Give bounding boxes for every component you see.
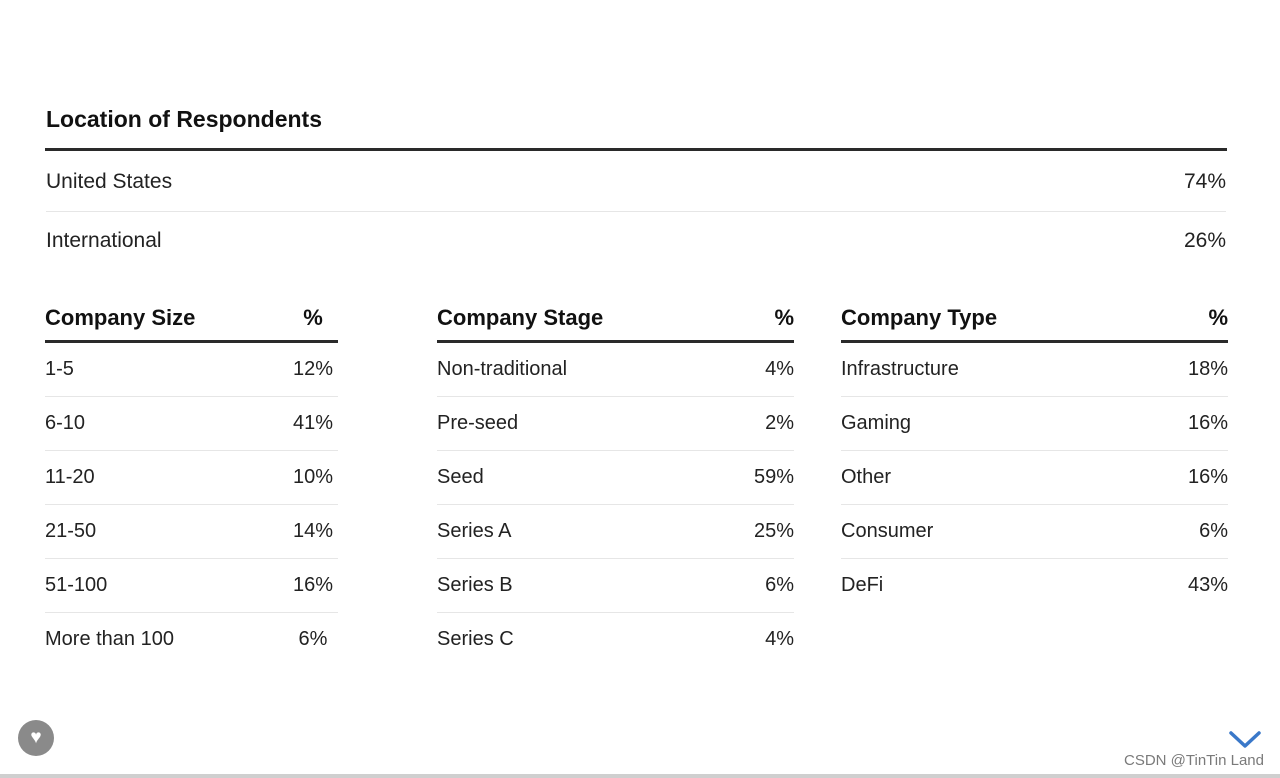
table-row: Non-traditional 4% xyxy=(437,343,794,397)
table-row: 6-10 41% xyxy=(45,397,338,451)
table-row: 11-20 10% xyxy=(45,451,338,505)
chevron-down-icon[interactable] xyxy=(1228,726,1262,752)
location-row-us: United States 74% xyxy=(46,152,1226,212)
table-row: More than 100 6% xyxy=(45,613,338,666)
location-row-international: International 26% xyxy=(46,211,1226,270)
table-row: Pre-seed 2% xyxy=(437,397,794,451)
row-value: 25% xyxy=(753,520,794,542)
table-row: Series A 25% xyxy=(437,505,794,559)
table-row: 1-5 12% xyxy=(45,343,338,397)
table-row: DeFi 43% xyxy=(841,559,1228,612)
row-value: 12% xyxy=(292,358,334,380)
table-row: Gaming 16% xyxy=(841,397,1228,451)
heart-icon: ♥ xyxy=(30,727,42,748)
row-label: DeFi xyxy=(841,574,884,596)
row-value: 6% xyxy=(765,574,794,596)
column-header-percent: % xyxy=(774,305,794,330)
watermark: CSDN @TinTin Land xyxy=(1124,752,1264,769)
location-label: International xyxy=(46,228,162,252)
column-header-percent: % xyxy=(303,305,323,330)
row-value: 10% xyxy=(292,466,334,488)
chevron-stroke xyxy=(1229,731,1261,748)
row-label: Consumer xyxy=(841,520,934,542)
column-header-company-type: Company Type xyxy=(841,305,998,330)
location-value: 74% xyxy=(1183,169,1226,193)
table-row: Infrastructure 18% xyxy=(841,343,1228,397)
table-row: Consumer 6% xyxy=(841,505,1228,559)
table-row: Seed 59% xyxy=(437,451,794,505)
row-label: Infrastructure xyxy=(841,358,959,380)
column-header-company-size: Company Size xyxy=(45,305,196,330)
row-value: 59% xyxy=(753,466,794,488)
company-stage-table: Company Stage % Non-traditional 4% Pre-se… xyxy=(437,296,794,666)
location-title: Location of Respondents xyxy=(46,106,322,132)
row-label: Pre-seed xyxy=(437,412,519,434)
row-value: 16% xyxy=(1187,466,1228,488)
table-row: Series C 4% xyxy=(437,613,794,666)
row-label: 51-100 xyxy=(45,574,108,596)
table-header: Company Stage % xyxy=(437,296,794,343)
table-row: 51-100 16% xyxy=(45,559,338,613)
row-value: 18% xyxy=(1187,358,1228,380)
row-label: 1-5 xyxy=(45,358,74,380)
row-value: 43% xyxy=(1187,574,1228,596)
row-value: 16% xyxy=(1187,412,1228,434)
table-row: 21-50 14% xyxy=(45,505,338,559)
company-type-table: Company Type % Infrastructure 18% Gaming 1… xyxy=(841,296,1228,612)
row-value: 4% xyxy=(765,628,794,650)
row-label: Series C xyxy=(437,628,514,650)
table-header: Company Type % xyxy=(841,296,1228,343)
table-row: Other 16% xyxy=(841,451,1228,505)
like-button[interactable]: ♥ xyxy=(18,720,54,756)
row-value: 4% xyxy=(765,358,794,380)
table-header: Company Size % xyxy=(45,296,338,343)
row-label: Series A xyxy=(437,520,512,542)
location-header-rule xyxy=(45,148,1227,151)
row-label: More than 100 xyxy=(45,628,174,650)
table-row: Series B 6% xyxy=(437,559,794,613)
row-label: 11-20 xyxy=(45,466,95,488)
column-header-company-stage: Company Stage xyxy=(437,305,604,330)
row-value: 2% xyxy=(765,412,794,434)
row-label: Non-traditional xyxy=(437,358,568,380)
company-size-table: Company Size % 1-5 12% 6-10 41% 11-20 10% 2… xyxy=(45,296,338,666)
bottom-divider xyxy=(0,774,1280,778)
row-value: 6% xyxy=(1199,520,1228,542)
row-value: 16% xyxy=(292,574,334,596)
column-header-percent: % xyxy=(1208,305,1228,330)
row-value: 41% xyxy=(292,412,334,434)
row-value: 6% xyxy=(298,628,328,650)
row-value: 14% xyxy=(292,520,334,542)
row-label: 21-50 xyxy=(45,520,97,542)
location-label: United States xyxy=(46,169,173,193)
location-value: 26% xyxy=(1183,228,1226,252)
row-label: Other xyxy=(841,466,892,488)
row-label: Seed xyxy=(437,466,484,488)
row-label: Series B xyxy=(437,574,513,596)
row-label: Gaming xyxy=(841,412,912,434)
row-label: 6-10 xyxy=(45,412,86,434)
